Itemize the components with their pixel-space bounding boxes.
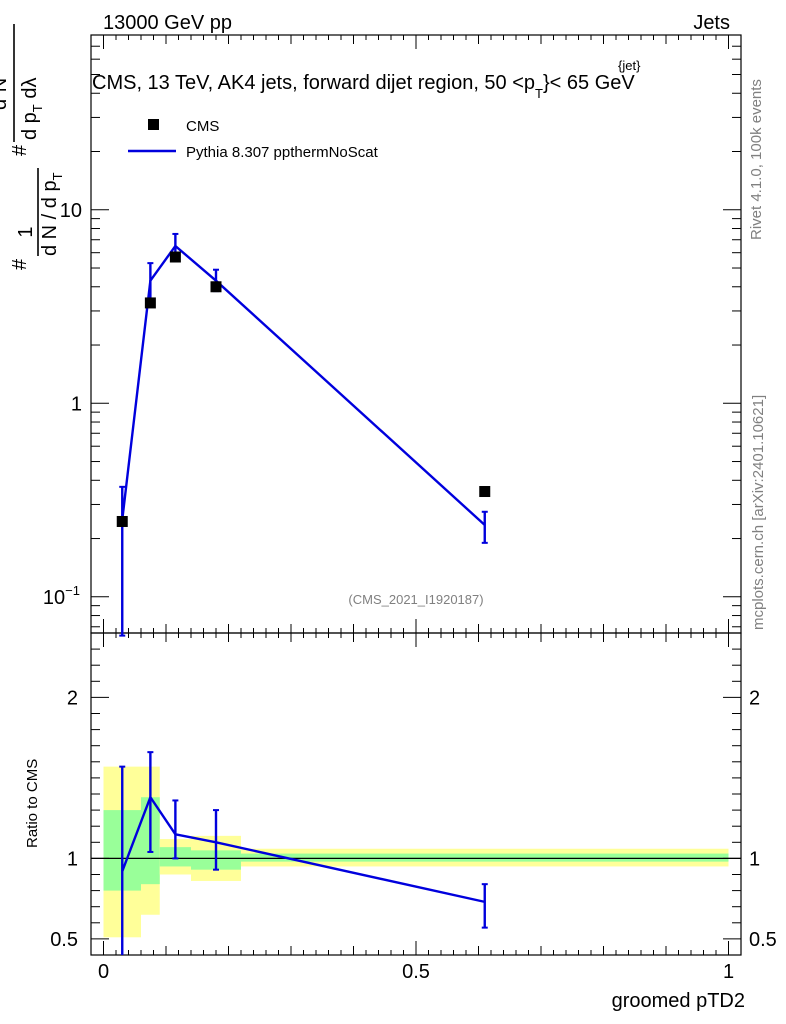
y-axis-label: # 1 d N / d pT # d2N d pT dλ	[0, 24, 65, 270]
analysis-tag: (CMS_2021_I1920187)	[348, 592, 483, 607]
ratio-y-tick-label: 1	[67, 848, 78, 870]
cms-data-point	[169, 251, 181, 263]
y-label-one: 1	[15, 226, 37, 237]
mcplots-label: mcplots.cern.ch [arXiv:2401.10621]	[750, 395, 767, 630]
x-axis-label: groomed pTD2	[612, 990, 745, 1012]
ratio-green-band	[241, 853, 729, 862]
cms-data-point	[210, 281, 222, 293]
ratio-y-tick-label-right: 2	[749, 687, 760, 709]
ratio-y-tick-label-right: 1	[749, 848, 760, 870]
plot-title-sub: T	[535, 86, 543, 101]
rivet-label: Rivet 4.1.0, 100k events	[748, 79, 765, 240]
x-tick-label: 1	[723, 961, 734, 983]
x-tick-label: 0.5	[402, 961, 430, 983]
y-label-dN-dpT: d N / d pT	[39, 172, 65, 256]
y-label-dpT-dlambda: d pT dλ	[19, 78, 45, 140]
legend-cms-marker	[148, 119, 159, 130]
y-tick-label: 1	[71, 393, 82, 415]
plot-title: CMS, 13 TeV, AK4 jets, forward dijet reg…	[92, 72, 635, 101]
y-label-hash1: #	[9, 258, 31, 270]
y-label-hash2: #	[9, 144, 31, 156]
cms-data-point	[116, 515, 128, 527]
y-label-d2N: d2N	[0, 78, 11, 110]
plot-title-tail: }< 65 GeV	[543, 72, 635, 94]
legend-pythia-label: Pythia 8.307 ppthermNoScat	[186, 144, 379, 161]
axes: 0 0.5 1 10−1 1 10 0.5 0.5 1 1 2 2	[43, 34, 777, 983]
ratio-y-tick-label: 2	[67, 687, 78, 709]
y-tick-label: 10−1	[43, 583, 80, 609]
cms-data-point	[144, 297, 156, 309]
legend-cms-label: CMS	[186, 118, 219, 135]
header-energy: 13000 GeV pp	[103, 12, 232, 34]
ratio-y-label: Ratio to CMS	[24, 759, 41, 848]
data-series	[116, 232, 491, 955]
ratio-uncertainty-bands	[103, 766, 729, 938]
plot-title-main: CMS, 13 TeV, AK4 jets, forward dijet reg…	[92, 72, 535, 94]
pythia-line	[121, 244, 486, 526]
y-tick-label: 10	[60, 200, 82, 222]
x-tick-label: 0	[98, 961, 109, 983]
cms-data-point	[479, 486, 491, 498]
ratio-y-tick-label: 0.5	[50, 929, 78, 951]
header-jets: Jets	[693, 12, 730, 34]
plot-title-sup: {jet}	[618, 58, 641, 73]
legend: CMS Pythia 8.307 ppthermNoScat	[128, 118, 379, 161]
ratio-frame	[90, 632, 742, 956]
ratio-y-tick-label-right: 0.5	[749, 929, 777, 951]
